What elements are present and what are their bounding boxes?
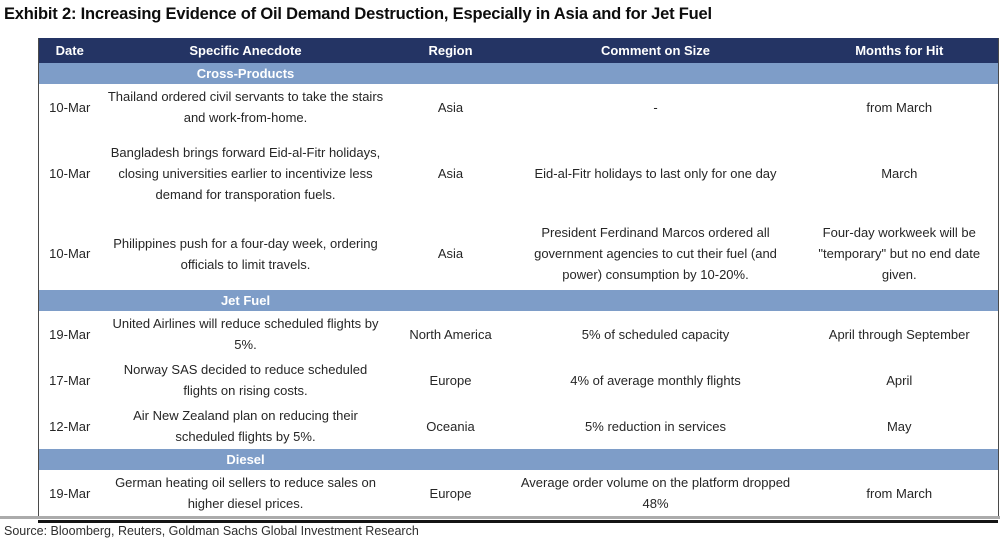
- cell-date: 10-Mar: [38, 130, 101, 217]
- section-filler: [38, 290, 101, 311]
- col-header-date: Date: [38, 38, 101, 63]
- cell-anecdote: Air New Zealand plan on reducing their s…: [100, 403, 391, 449]
- cell-months: from March: [800, 84, 999, 130]
- cell-comment: President Ferdinand Marcos ordered all g…: [510, 217, 801, 290]
- cell-months: from March: [800, 470, 999, 517]
- cell-region: Oceania: [390, 403, 511, 449]
- section-filler: [38, 449, 101, 470]
- cell-comment: Average order volume on the platform dro…: [510, 470, 801, 517]
- cell-date: 19-Mar: [38, 311, 101, 357]
- cell-date: 10-Mar: [38, 217, 101, 290]
- section-row-jet-fuel: Jet Fuel: [38, 290, 999, 311]
- cell-region: Asia: [390, 217, 511, 290]
- cell-comment: Eid-al-Fitr holidays to last only for on…: [510, 130, 801, 217]
- cell-anecdote: United Airlines will reduce scheduled fl…: [100, 311, 391, 357]
- section-row-diesel: Diesel: [38, 449, 999, 470]
- col-header-months: Months for Hit: [800, 38, 999, 63]
- cell-months: May: [800, 403, 999, 449]
- header-row: Date Specific Anecdote Region Comment on…: [38, 38, 999, 63]
- section-filler: [510, 449, 801, 470]
- col-header-anecdote: Specific Anecdote: [100, 38, 391, 63]
- table-bottom-rule: [38, 520, 998, 523]
- cell-months: Four-day workweek will be "temporary" bu…: [800, 217, 999, 290]
- cell-comment: 5% of scheduled capacity: [510, 311, 801, 357]
- table-row: 17-Mar Norway SAS decided to reduce sche…: [38, 357, 999, 403]
- section-filler: [390, 449, 511, 470]
- section-label: Diesel: [100, 449, 391, 470]
- col-header-region: Region: [390, 38, 511, 63]
- section-filler: [390, 290, 511, 311]
- table-row: 10-Mar Thailand ordered civil servants t…: [38, 84, 999, 130]
- section-label: Cross-Products: [100, 63, 391, 84]
- section-label: Jet Fuel: [100, 290, 391, 311]
- cell-region: Asia: [390, 130, 511, 217]
- section-filler: [38, 63, 101, 84]
- cell-region: Asia: [390, 84, 511, 130]
- cell-anecdote: German heating oil sellers to reduce sal…: [100, 470, 391, 517]
- section-filler: [800, 449, 999, 470]
- cell-date: 19-Mar: [38, 470, 101, 517]
- cell-anecdote: Bangladesh brings forward Eid-al-Fitr ho…: [100, 130, 391, 217]
- table-row: 10-Mar Bangladesh brings forward Eid-al-…: [38, 130, 999, 217]
- cell-comment: 5% reduction in services: [510, 403, 801, 449]
- cell-comment: -: [510, 84, 801, 130]
- cell-region: North America: [390, 311, 511, 357]
- section-filler: [390, 63, 511, 84]
- table-row: 19-Mar German heating oil sellers to red…: [38, 470, 999, 517]
- cell-anecdote: Philippines push for a four-day week, or…: [100, 217, 391, 290]
- cell-months: April: [800, 357, 999, 403]
- cell-date: 10-Mar: [38, 84, 101, 130]
- exhibit-title: Exhibit 2: Increasing Evidence of Oil De…: [4, 5, 712, 23]
- table-row: 19-Mar United Airlines will reduce sched…: [38, 311, 999, 357]
- exhibit-table: Date Specific Anecdote Region Comment on…: [38, 38, 999, 518]
- section-filler: [800, 290, 999, 311]
- cell-months: March: [800, 130, 999, 217]
- cell-months: April through September: [800, 311, 999, 357]
- section-filler: [800, 63, 999, 84]
- section-row-cross-products: Cross-Products: [38, 63, 999, 84]
- cell-anecdote: Thailand ordered civil servants to take …: [100, 84, 391, 130]
- cell-anecdote: Norway SAS decided to reduce scheduled f…: [100, 357, 391, 403]
- cell-region: Europe: [390, 470, 511, 517]
- col-header-comment: Comment on Size: [510, 38, 801, 63]
- cell-date: 12-Mar: [38, 403, 101, 449]
- cell-comment: 4% of average monthly flights: [510, 357, 801, 403]
- table-wrap: Date Specific Anecdote Region Comment on…: [38, 38, 999, 523]
- section-filler: [510, 63, 801, 84]
- section-filler: [510, 290, 801, 311]
- cell-date: 17-Mar: [38, 357, 101, 403]
- footer-divider: [0, 516, 1000, 519]
- table-row: 10-Mar Philippines push for a four-day w…: [38, 217, 999, 290]
- table-row: 12-Mar Air New Zealand plan on reducing …: [38, 403, 999, 449]
- cell-region: Europe: [390, 357, 511, 403]
- source-note: Source: Bloomberg, Reuters, Goldman Sach…: [4, 524, 419, 538]
